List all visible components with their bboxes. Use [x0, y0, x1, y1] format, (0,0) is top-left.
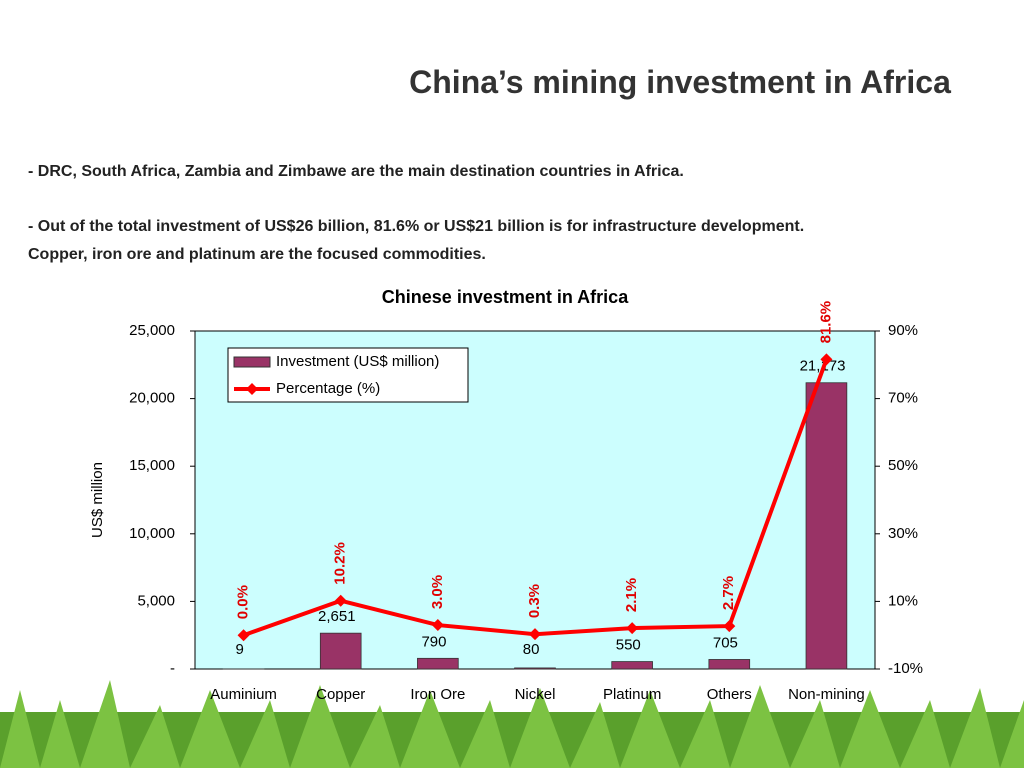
bar [319, 632, 362, 670]
x-tick-label: Iron Ore [410, 686, 465, 703]
x-tick-label: Nickel [515, 686, 556, 703]
bar [708, 659, 751, 670]
bullet: - DRC, South Africa, Zambia and Zimbawe … [28, 158, 684, 186]
bar-value-label: 80 [523, 641, 540, 658]
y-tick-label: 15,000 [129, 457, 175, 474]
percent-label: 0.3% [526, 584, 543, 618]
y-tick-label: 10,000 [129, 525, 175, 542]
y2-tick-label: 70% [888, 390, 918, 407]
percent-label: 2.7% [720, 576, 737, 610]
bar-value-label: 790 [421, 633, 446, 650]
line-marker [334, 594, 347, 607]
bullet-line: - Out of the total investment of US$26 b… [28, 218, 805, 235]
x-tick-label: Others [707, 686, 752, 703]
bar [417, 657, 459, 670]
x-tick-label: Platinum [603, 686, 661, 703]
bullet-line: - DRC, South Africa, Zambia and Zimbawe … [28, 163, 684, 180]
y-tick-label: 25,000 [129, 322, 175, 339]
line-marker [626, 622, 639, 635]
y2-tick-label: -10% [888, 660, 923, 677]
y-tick-label: 20,000 [129, 390, 175, 407]
grass [0, 680, 1024, 768]
legend-swatch-marker [246, 383, 258, 395]
bar [805, 382, 848, 670]
y2-tick-label: 10% [888, 592, 918, 609]
line-marker [723, 620, 736, 633]
bullet-line: Copper, iron ore and platinum are the fo… [28, 246, 486, 263]
line-marker [431, 619, 444, 632]
bar [514, 667, 556, 670]
y-tick-label: 5,000 [137, 592, 175, 609]
bullet: - Out of the total investment of US$26 b… [28, 213, 804, 269]
line-marker [529, 628, 541, 641]
slide-title: China’s mining investment in Africa [409, 64, 951, 100]
bar-value-label: 550 [616, 637, 641, 654]
x-tick-label: Non-mining [788, 686, 865, 703]
bar-value-label: 9 [236, 641, 244, 658]
bar [611, 661, 653, 670]
y2-tick-label: 90% [888, 322, 918, 339]
bar-value-label: 705 [713, 634, 738, 651]
percent-label: 81.6% [817, 301, 834, 344]
x-tick-label: Copper [316, 686, 365, 703]
percent-label: 3.0% [429, 575, 446, 609]
legend-label: Percentage (%) [276, 380, 380, 397]
line-marker [820, 353, 833, 366]
percent-label: 2.1% [623, 578, 640, 612]
chart-title: Chinese investment in Africa [382, 287, 629, 307]
y2-tick-label: 50% [888, 457, 918, 474]
y2-tick-label: 30% [888, 525, 918, 542]
percent-label: 10.2% [332, 542, 349, 585]
legend-swatch [233, 356, 271, 368]
legend-label: Investment (US$ million) [276, 353, 439, 370]
x-tick-label: Auminium [210, 686, 277, 703]
y-tick-label: - [170, 660, 175, 677]
bar-value-label: 2,651 [318, 608, 356, 625]
y-axis-label: US$ million [89, 462, 106, 538]
line-marker [237, 629, 250, 642]
percent-label: 0.0% [235, 585, 252, 619]
